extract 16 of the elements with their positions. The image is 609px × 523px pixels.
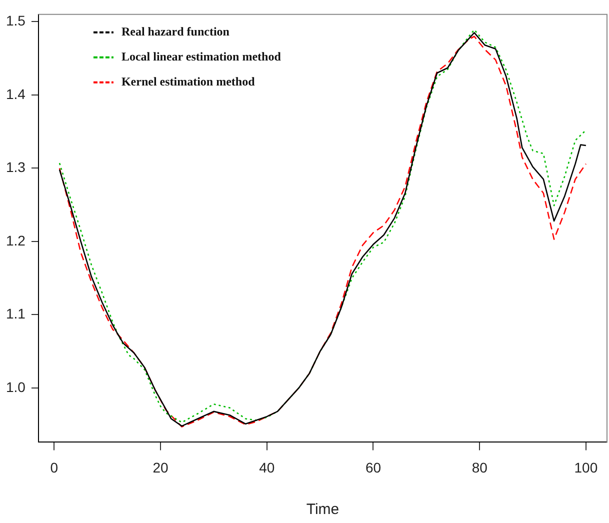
x-tick-label: 60 [365, 459, 382, 476]
x-axis-title: Time [306, 501, 340, 518]
x-tick-label: 0 [50, 459, 58, 476]
y-tick-label: 1.3 [6, 159, 26, 176]
x-tick-label: 80 [472, 459, 488, 476]
y-tick-label: 1.2 [6, 232, 26, 248]
y-tick-label: 1.1 [6, 306, 26, 322]
legend-label: Real hazard function [121, 24, 230, 38]
y-tick-label: 1.5 [6, 12, 26, 29]
x-tick-label: 20 [152, 459, 169, 476]
x-tick-label: 100 [574, 459, 598, 476]
legend-label: Kernel estimation method [121, 74, 256, 88]
x-tick-label: 40 [259, 459, 275, 476]
legend-label: Local linear estimation method [121, 49, 282, 64]
y-tick-label: 1.4 [6, 86, 26, 102]
y-tick-label: 1.0 [6, 378, 26, 395]
